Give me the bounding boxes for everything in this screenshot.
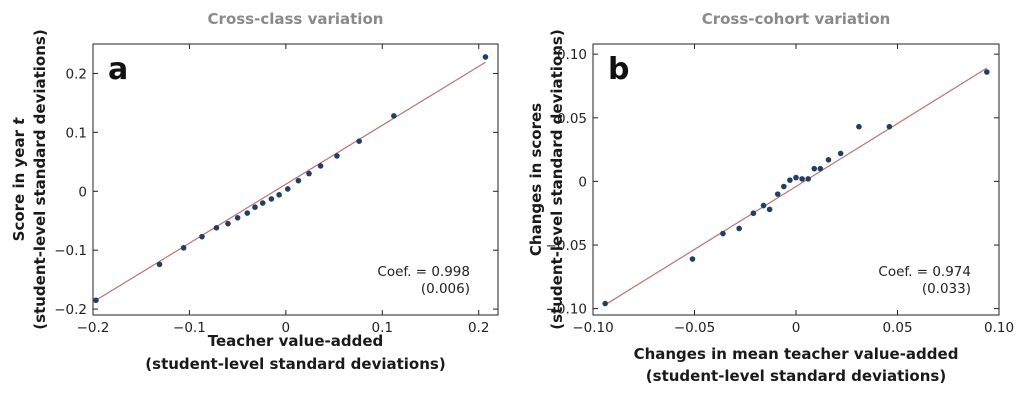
x-tick-label: −0.1 [173, 320, 206, 336]
x-tick-label: 0 [282, 320, 291, 336]
y-tick-label: 0.1 [66, 125, 87, 141]
y-axis-label: Changes in scores [527, 103, 545, 256]
x-tick-label: 0.05 [882, 320, 912, 336]
y-tick-label: 0.05 [557, 111, 587, 127]
data-point [180, 245, 187, 251]
y-tick-label: 0.10 [557, 47, 587, 63]
x-tick-label: 0 [792, 320, 801, 336]
x-tick-label: 0.2 [468, 320, 489, 336]
data-point [234, 214, 241, 221]
data-point [284, 186, 291, 192]
data-point [306, 170, 312, 177]
data-point [93, 297, 99, 304]
panel-a: Cross-class variation −0.2 −0.1 0 0.1 0.2 −0.2… [10, 10, 499, 373]
data-point [774, 191, 781, 197]
y-tick-label: 0 [578, 174, 587, 190]
y-tick-label: −0.05 [546, 238, 587, 254]
data-point [356, 138, 362, 145]
data-point [602, 300, 608, 307]
x-axis-label-units: (student-level standard deviations) [145, 355, 445, 373]
data-point [276, 192, 282, 198]
coefficient-label: Coef. = 0.974 [878, 264, 971, 280]
x-axis-label: Changes in mean teacher value-added [634, 345, 959, 363]
data-point [156, 261, 163, 268]
data-point [199, 233, 205, 240]
panel-label: b [608, 52, 629, 87]
y-tick-label: −0.1 [54, 243, 87, 259]
x-tick-label: −0.05 [674, 320, 715, 336]
fit-line [604, 67, 988, 306]
data-point [252, 204, 258, 210]
y-axis-label-units: (student-level standard deviations) [548, 29, 566, 329]
panel-b: Cross-cohort variation −0.10 −0.05 0 0.05 0.1… [527, 10, 1014, 385]
x-axis-label: Teacher value-added [208, 332, 384, 350]
data-point [766, 206, 773, 213]
standard-error-label: (0.006) [421, 281, 470, 297]
data-point [760, 202, 767, 209]
x-tick-label: 0.10 [984, 320, 1014, 336]
data-point [837, 150, 844, 157]
data-point [720, 230, 726, 237]
data-point [781, 183, 787, 190]
data-point [391, 113, 397, 119]
data-point [799, 176, 805, 182]
data-point [984, 69, 990, 75]
chart-title: Cross-cohort variation [702, 10, 891, 28]
y-axis-label-units: (student-level standard deviations) [31, 29, 49, 329]
data-point [750, 210, 757, 217]
data-point [856, 123, 862, 130]
x-axis-label-units: (student-level standard deviations) [646, 367, 946, 385]
data-point [793, 174, 799, 181]
data-point [689, 256, 696, 262]
panel-label: a [108, 52, 128, 87]
data-point [811, 165, 818, 172]
data-point [213, 225, 220, 231]
data-point [225, 220, 231, 227]
data-point [482, 54, 489, 60]
y-tick-label: −0.2 [54, 302, 87, 318]
y-axis-label: Score in year t [10, 117, 28, 242]
data-point [736, 225, 742, 232]
x-tick-label: −0.2 [77, 320, 110, 336]
y-tick-label: −0.10 [546, 302, 587, 318]
x-tick-label: −0.10 [572, 320, 613, 336]
data-point [259, 200, 266, 206]
coefficient-label: Coef. = 0.998 [377, 264, 470, 280]
data-point [295, 177, 302, 184]
data-point [886, 123, 893, 130]
y-tick-label: 0 [78, 184, 87, 200]
data-point [317, 163, 324, 169]
data-point [805, 176, 811, 182]
standard-error-label: (0.033) [922, 281, 971, 297]
plot-frame [92, 43, 499, 316]
chart-title: Cross-class variation [208, 10, 384, 28]
data-point [334, 153, 340, 159]
x-tick-label: 0.1 [372, 320, 393, 336]
data-point [268, 196, 275, 202]
y-tick-label: 0.2 [66, 66, 87, 82]
data-point [244, 210, 251, 216]
data-point [817, 165, 824, 172]
data-point [787, 177, 793, 183]
data-point [825, 156, 832, 163]
